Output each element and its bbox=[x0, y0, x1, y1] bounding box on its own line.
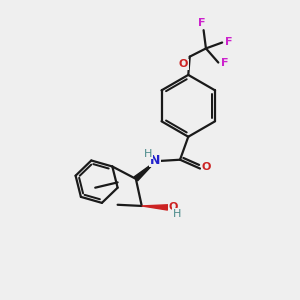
Text: O: O bbox=[168, 202, 178, 212]
Text: H: H bbox=[144, 148, 152, 158]
Text: H: H bbox=[173, 209, 181, 219]
Text: F: F bbox=[198, 18, 206, 28]
Text: F: F bbox=[221, 58, 229, 68]
Text: N: N bbox=[150, 154, 160, 166]
Text: O: O bbox=[202, 162, 211, 172]
Polygon shape bbox=[142, 205, 168, 210]
Text: F: F bbox=[225, 37, 232, 47]
Text: O: O bbox=[178, 59, 188, 69]
Polygon shape bbox=[134, 161, 156, 181]
